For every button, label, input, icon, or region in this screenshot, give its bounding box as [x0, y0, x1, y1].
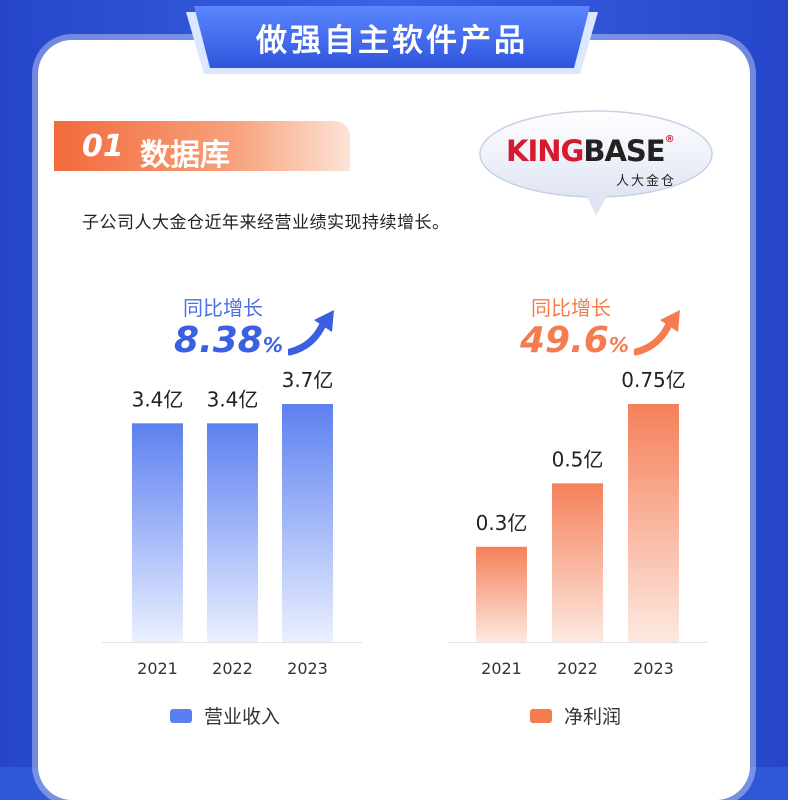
bar-charts: 3.4亿 2021 3.4亿 2022 3.7亿 2023 0.3亿 2021 0.5亿 2022… — [102, 368, 708, 678]
logo-subtitle: 人大金仓 — [616, 174, 677, 189]
profit-tick-label: 2023 — [633, 659, 674, 678]
revenue-bar-2023 — [282, 404, 333, 642]
banner-title: 做强自主软件产品 — [256, 23, 528, 59]
revenue-data-label: 3.4亿 — [207, 387, 259, 411]
revenue-growth-arrow-icon — [288, 310, 334, 356]
profit-bar-2021 — [476, 546, 527, 642]
profit-legend: 净利润 — [530, 702, 621, 729]
revenue-growth-label: 同比增长 — [183, 296, 263, 320]
banner-shape — [186, 6, 598, 74]
revenue-tick-label: 2023 — [287, 659, 328, 678]
profit-tick-label: 2022 — [557, 659, 598, 678]
revenue-data-label: 3.7亿 — [282, 368, 334, 392]
section-title: 数据库 — [140, 138, 230, 173]
revenue-tick-label: 2022 — [212, 659, 253, 678]
section-tab-shape — [54, 121, 350, 171]
profit-growth-arrow-icon — [634, 310, 680, 356]
speech-bubble-shape — [479, 110, 713, 216]
profit-data-label: 0.3亿 — [476, 511, 528, 535]
profit-legend-swatch — [530, 708, 552, 723]
profit-data-label: 0.75亿 — [621, 368, 686, 392]
revenue-bar-2022 — [207, 423, 258, 642]
revenue-tick-label: 2021 — [137, 659, 178, 678]
revenue-legend-swatch — [170, 708, 192, 723]
revenue-data-label: 3.4亿 — [132, 387, 184, 411]
section-number: 01 — [82, 129, 124, 164]
revenue-growth-value: 8.38% — [174, 320, 283, 361]
profit-growth-label: 同比增长 — [531, 296, 611, 320]
section-tab: 01 数据库 — [54, 121, 350, 173]
profit-growth-value: 49.6% — [520, 320, 629, 361]
description-text: 子公司人大金仓近年来经营业绩实现持续增长。 — [82, 213, 450, 233]
revenue-bar-2021 — [132, 423, 183, 642]
title-banner: 做强自主软件产品 — [186, 6, 598, 76]
profit-data-label: 0.5亿 — [552, 447, 604, 471]
profit-bar-2022 — [552, 483, 603, 642]
logo-wordmark: KINGBASE® — [506, 134, 675, 168]
profit-bar-2023 — [628, 404, 679, 642]
kingbase-logo: KINGBASE® 人大金仓 — [476, 108, 720, 220]
profit-tick-label: 2021 — [481, 659, 522, 678]
revenue-legend: 营业收入 — [170, 702, 280, 729]
